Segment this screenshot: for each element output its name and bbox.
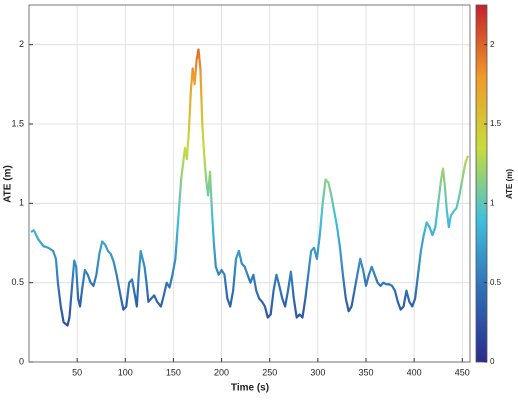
colorbar-tick-label: 1.5 <box>490 119 502 128</box>
x-tick-label: 200 <box>214 367 229 377</box>
x-tick-label: 250 <box>262 367 277 377</box>
y-tick-label: 1 <box>19 198 24 208</box>
x-axis-label: Time (s) <box>231 383 269 394</box>
plot-frame <box>28 4 471 363</box>
y-tick-label: 0.5 <box>11 277 24 287</box>
x-tick-label: 450 <box>455 367 470 377</box>
colorbar-tick-label: 0.5 <box>490 278 502 287</box>
x-tick-label: 100 <box>118 367 133 377</box>
y-axis-label: ATE (m) <box>3 165 14 203</box>
x-tick-label: 300 <box>310 367 325 377</box>
y-tick-label: 0 <box>19 356 24 366</box>
x-tick-label: 150 <box>166 367 181 377</box>
x-tick-label: 350 <box>358 367 373 377</box>
colorbar-tick-label: 0 <box>490 357 495 366</box>
y-tick-label: 1.5 <box>11 118 24 128</box>
colorbar-label: ATE (m) <box>505 169 514 199</box>
colorbar-tick-label: 1 <box>490 198 495 207</box>
y-tick-label: 2 <box>19 39 24 49</box>
colorbar <box>475 4 488 363</box>
x-tick-label: 400 <box>407 367 422 377</box>
colorbar-tick-label: 2 <box>490 40 495 49</box>
x-tick-label: 50 <box>72 367 82 377</box>
data-line <box>30 48 470 327</box>
plot-background <box>29 5 470 362</box>
